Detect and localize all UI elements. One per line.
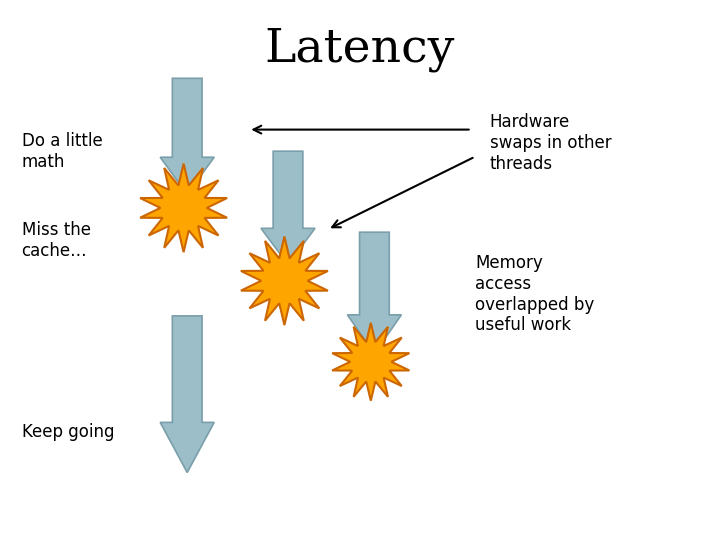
Polygon shape: [140, 164, 227, 252]
Polygon shape: [261, 151, 315, 265]
Text: Miss the
cache…: Miss the cache…: [22, 221, 91, 260]
Text: Memory
access
overlapped by
useful work: Memory access overlapped by useful work: [475, 254, 595, 334]
Polygon shape: [241, 237, 328, 325]
Polygon shape: [160, 78, 215, 194]
Text: Latency: Latency: [265, 27, 455, 72]
Text: Hardware
swaps in other
threads: Hardware swaps in other threads: [490, 113, 611, 173]
Polygon shape: [348, 232, 402, 354]
Polygon shape: [160, 316, 215, 472]
Text: Keep going: Keep going: [22, 423, 114, 441]
Polygon shape: [332, 323, 410, 401]
Text: Do a little
math: Do a little math: [22, 132, 102, 171]
